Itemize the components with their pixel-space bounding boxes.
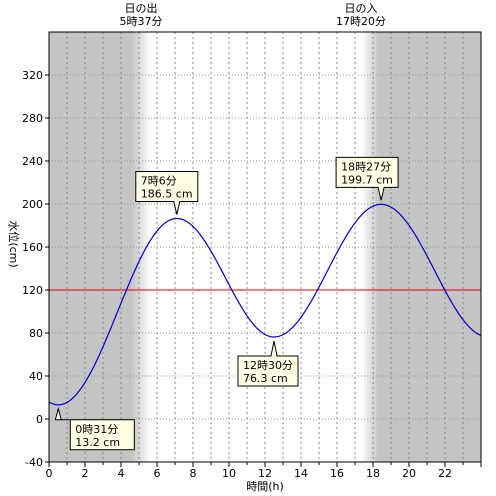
callout-value: 199.7 cm	[341, 173, 393, 186]
y-tick-label: -40	[25, 456, 43, 469]
dusk-twilight-step	[372, 32, 376, 462]
y-tick-label: 240	[22, 155, 43, 168]
callout-time: 0時31分	[75, 423, 118, 436]
sunrise-time: 5時37分	[120, 15, 163, 28]
x-tick-label: 4	[118, 467, 125, 480]
x-tick-label: 22	[438, 467, 452, 480]
x-tick-label: 8	[190, 467, 197, 480]
x-tick-label: 2	[82, 467, 89, 480]
callout-value: 76.3 cm	[243, 372, 288, 385]
x-tick-label: 16	[330, 467, 344, 480]
x-tick-label: 10	[222, 467, 236, 480]
y-tick-label: 200	[22, 198, 43, 211]
dusk-twilight-step	[375, 32, 379, 462]
y-tick-label: 0	[36, 413, 43, 426]
x-tick-label: 18	[366, 467, 380, 480]
grid	[49, 32, 481, 462]
y-tick-label: 40	[29, 370, 43, 383]
dusk-twilight-step	[360, 32, 364, 462]
sunrise-label: 日の出	[125, 1, 158, 15]
x-axis-ticks: 0 2 4 6 8 10 12 14 16 18 20 22	[46, 462, 482, 480]
low-tide-callout-2: 12時30分 76.3 cm	[237, 340, 299, 387]
x-tick-label: 6	[154, 467, 161, 480]
y-tick-label: 160	[22, 241, 43, 254]
high-tide-callout-1: 7時6分 186.5 cm	[135, 171, 199, 215]
x-tick-label: 12	[258, 467, 272, 480]
y-tick-label: 80	[29, 327, 43, 340]
x-tick-label: 20	[402, 467, 416, 480]
y-tick-label: 120	[22, 284, 43, 297]
y-tick-label: 280	[22, 112, 43, 125]
x-tick-label: 14	[294, 467, 308, 480]
y-axis-label: 水位(cm)	[7, 220, 21, 267]
high-tide-callout-2: 18時27分 199.7 cm	[335, 156, 399, 201]
callout-time: 7時6分	[141, 175, 177, 188]
dusk-twilight-step	[363, 32, 367, 462]
tide-level-curve	[48, 203, 482, 406]
x-axis-label: 時間(h)	[246, 480, 284, 493]
sunset-label: 日の入	[345, 2, 378, 15]
dusk-twilight-step	[366, 32, 370, 462]
y-axis-ticks: -40 0 40 80 120 160 200 240 280 320	[22, 69, 49, 469]
y-tick-label: 320	[22, 69, 43, 82]
callout-time: 12時30分	[243, 359, 293, 372]
callout-value: 186.5 cm	[141, 188, 193, 201]
sunset-time: 17時20分	[336, 15, 386, 28]
callout-value: 13.2 cm	[75, 436, 120, 449]
x-tick-label: 0	[46, 467, 53, 480]
low-tide-callout-1: 0時31分 13.2 cm	[54, 406, 135, 451]
callout-time: 18時27分	[341, 160, 391, 173]
dusk-twilight-step	[369, 32, 373, 462]
